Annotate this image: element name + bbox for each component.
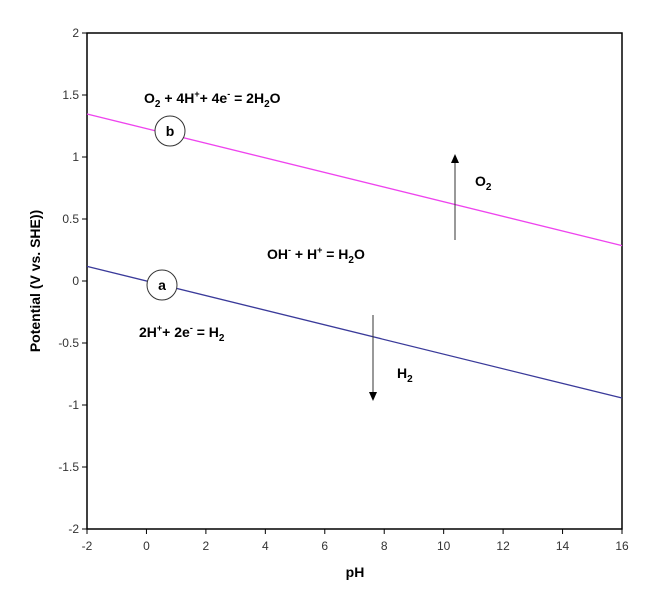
x-tick-label: 12 (496, 539, 510, 553)
line-b-label: b (166, 123, 175, 139)
line-b-marker: b (154, 115, 186, 147)
x-axis: -2 0 2 4 6 8 10 12 14 16 (82, 529, 629, 553)
y-tick-label: 0.5 (62, 212, 79, 226)
equation-water: OH- + H+ = H2O (267, 245, 365, 266)
equation-oxygen-reduction: O2 + 4H++ 4e- = 2H2O (144, 89, 281, 110)
x-tick-label: -2 (82, 539, 93, 553)
x-tick-label: 0 (143, 539, 150, 553)
h2-label: H2 (397, 365, 413, 385)
y-tick-label: 1.5 (62, 88, 79, 102)
y-tick-label: -1 (68, 398, 79, 412)
x-tick-label: 8 (381, 539, 388, 553)
y-tick-label: 1 (72, 150, 79, 164)
h2-evolution-arrow-icon (369, 315, 377, 401)
y-axis: 2 1.5 1 0.5 0 -0.5 -1 -1.5 -2 (58, 26, 87, 536)
o2-evolution-arrow-icon (451, 154, 459, 240)
equation-hydrogen: 2H++ 2e- = H2 (139, 323, 225, 344)
x-tick-label: 6 (321, 539, 328, 553)
x-tick-label: 10 (437, 539, 451, 553)
x-tick-label: 14 (556, 539, 570, 553)
y-tick-label: -2 (68, 522, 79, 536)
y-tick-label: 0 (72, 274, 79, 288)
y-tick-label: -0.5 (58, 336, 79, 350)
line-a-label: a (158, 277, 166, 293)
x-tick-label: 4 (262, 539, 269, 553)
o2-label: O2 (475, 173, 492, 193)
y-tick-label: -1.5 (58, 460, 79, 474)
x-tick-label: 2 (203, 539, 210, 553)
x-axis-label: pH (346, 564, 365, 580)
y-tick-label: 2 (72, 26, 79, 40)
line-a-marker: a (146, 269, 178, 301)
y-axis-label: Potential (V vs. SHE)) (27, 210, 43, 352)
x-tick-label: 16 (615, 539, 629, 553)
